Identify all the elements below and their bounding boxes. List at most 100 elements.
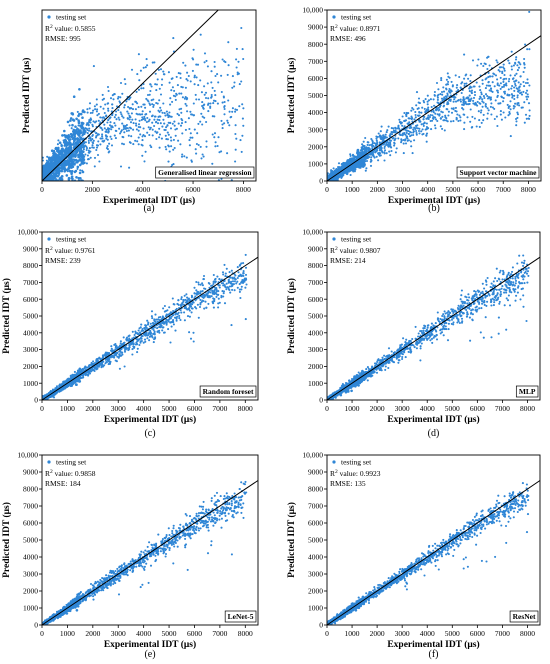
data-point [235,282,238,285]
data-point [196,63,200,66]
data-point [234,124,237,127]
data-point [426,103,429,106]
data-point [463,77,466,80]
data-point [231,284,234,287]
data-point [496,83,499,86]
data-point [495,115,498,118]
data-point [96,108,99,111]
data-point [349,153,352,156]
data-point [528,109,531,112]
data-point [193,292,196,295]
data-point [510,93,513,96]
data-point [107,363,110,366]
data-point [79,136,82,139]
data-point [212,99,216,102]
data-point [181,96,184,99]
data-point [78,112,81,116]
data-point [129,121,133,124]
y-tick-label: 0 [319,177,323,186]
data-point [208,296,211,299]
data-point [203,294,206,297]
data-point [511,94,514,97]
data-point [113,122,116,125]
data-point [200,157,203,160]
data-point [507,80,510,83]
data-point [183,155,186,158]
data-point [343,169,347,173]
data-point [148,128,151,131]
data-point [186,71,189,74]
data-point [79,147,83,150]
data-point [152,341,155,344]
data-point [236,71,239,74]
data-point [156,330,159,333]
data-point [367,153,370,156]
data-point [106,351,109,354]
scatter-points [42,253,248,400]
data-point [118,353,121,356]
data-point [78,88,81,91]
data-point [95,131,98,135]
data-point [120,343,123,346]
data-point [56,171,59,175]
data-point [175,93,178,96]
data-point [197,290,200,293]
data-point [116,347,119,350]
y-axis-title: Predicted IDT (μs) [21,58,32,134]
data-point [397,127,400,130]
data-point [364,169,367,172]
data-point [210,70,213,73]
data-point [189,337,193,340]
data-point [187,74,190,78]
data-point [63,141,67,144]
data-point [53,173,56,176]
data-point [452,120,455,123]
data-point [69,119,72,122]
data-point [150,315,153,318]
data-point [423,122,426,125]
data-point [433,104,436,107]
data-point [369,160,372,163]
data-point [149,335,153,338]
data-point [383,151,386,154]
data-point [494,74,498,77]
data-point [170,89,173,92]
data-point [375,144,378,147]
data-point [504,116,507,119]
data-point [176,112,179,115]
data-point [159,68,163,71]
data-point [218,277,221,281]
data-point [434,118,438,121]
data-point [179,309,182,312]
data-point [516,69,519,72]
data-point [159,326,162,329]
data-point [495,59,498,62]
data-point [472,85,475,88]
data-point [80,369,83,372]
data-point [91,138,94,141]
data-point [525,89,529,92]
data-point [191,136,194,139]
data-point [437,93,440,96]
data-point [77,124,80,127]
data-point [82,368,85,372]
data-point [410,109,413,112]
data-point [513,97,516,101]
data-point [477,110,480,113]
data-point [448,76,451,79]
r2-annotation: R2 value: 0.8971 [330,24,381,33]
data-point [213,288,216,292]
data-point [175,319,178,322]
data-point [445,88,448,91]
data-point [217,306,220,309]
data-point [179,143,182,146]
data-point [352,169,355,173]
data-point [438,114,441,117]
data-point [327,172,329,175]
data-point [363,163,366,166]
data-point [137,136,140,139]
data-point [181,153,184,156]
data-point [144,150,147,153]
data-point [427,106,430,109]
data-point [107,360,111,363]
